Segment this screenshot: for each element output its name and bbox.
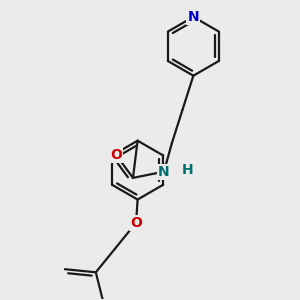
Text: O: O [110, 148, 122, 162]
Text: H: H [181, 163, 193, 177]
Text: N: N [188, 10, 199, 24]
Text: O: O [130, 216, 142, 230]
Text: N: N [158, 165, 170, 179]
